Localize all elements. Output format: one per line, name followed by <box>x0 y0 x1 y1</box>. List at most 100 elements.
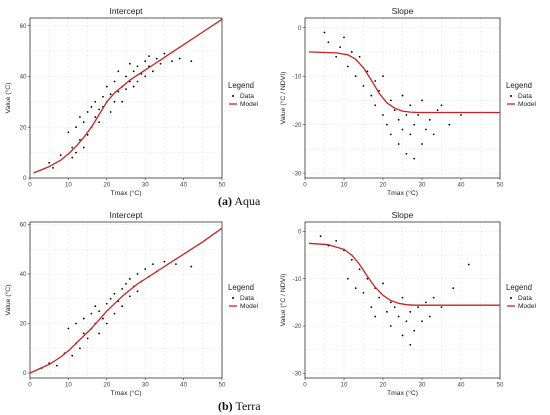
x-tick-label: 20 <box>380 382 387 389</box>
chart-panel-2: Intercept 0 10 20 30 40 50 0 20 40 60 Tmax (°C) Valu… <box>4 210 258 397</box>
data-point <box>125 88 127 91</box>
data-point <box>413 123 416 126</box>
x-axis-label: Tmax (°C) <box>110 389 141 397</box>
data-point <box>386 310 388 313</box>
data-point <box>393 306 396 308</box>
y-tick-label: -30 <box>293 370 303 377</box>
x-tick-label: 40 <box>458 382 465 389</box>
data-point <box>79 347 81 350</box>
data-point <box>136 80 139 83</box>
data-point <box>409 344 412 346</box>
chart-panel-1: Slope 0 10 20 30 40 50 0 -10 -20 -30 Tmax (°C) Value… <box>279 6 536 197</box>
x-tick-label: 50 <box>497 182 504 189</box>
data-point <box>374 104 377 107</box>
x-tick-label: 40 <box>458 182 465 189</box>
data-point <box>343 36 345 39</box>
chart-title: Slope <box>392 210 414 220</box>
data-point <box>448 123 451 126</box>
data-point <box>428 315 431 318</box>
x-tick-label: 10 <box>65 182 72 189</box>
data-point <box>382 75 384 78</box>
chart-panel-3: Slope 0 10 20 30 40 50 0 -10 -20 -30 Tmax (°C) Value… <box>279 210 536 397</box>
y-tick-label: -20 <box>293 122 303 129</box>
data-point <box>397 143 400 145</box>
caption-terra: (b) Terra <box>218 399 261 413</box>
x-tick-label: 30 <box>142 182 149 189</box>
data-point <box>136 273 139 275</box>
data-point <box>163 260 166 263</box>
y-tick-label: -10 <box>293 276 303 283</box>
data-point <box>94 116 97 118</box>
data-point <box>362 292 365 294</box>
data-point <box>417 114 419 116</box>
data-point <box>109 93 112 96</box>
data-point <box>460 114 462 116</box>
x-tick-label: 40 <box>180 182 187 189</box>
data-point <box>401 128 404 131</box>
data-point <box>401 334 404 337</box>
data-point <box>59 154 62 157</box>
data-point <box>389 133 392 136</box>
model-line <box>308 51 500 114</box>
data-point <box>190 265 193 268</box>
data-point <box>374 315 377 318</box>
data-point <box>125 75 127 78</box>
data-point <box>366 277 369 280</box>
data-point <box>82 332 85 335</box>
data-point <box>102 317 104 320</box>
data-point <box>401 94 404 97</box>
chart-title: Slope <box>392 6 414 16</box>
legend-data-symbol <box>232 297 234 299</box>
data-point <box>347 65 349 68</box>
data-point <box>98 310 101 313</box>
y-tick-label: 0 <box>23 370 27 377</box>
data-point <box>335 55 338 58</box>
data-point <box>350 258 353 261</box>
caption-aqua-text: Aqua <box>232 194 261 208</box>
data-point <box>109 111 112 113</box>
data-point <box>90 105 93 108</box>
data-point <box>428 118 431 121</box>
data-point <box>82 121 85 124</box>
x-tick-label: 50 <box>219 382 226 389</box>
data-point <box>105 322 108 325</box>
data-point <box>105 302 108 305</box>
x-tick-label: 30 <box>419 382 426 389</box>
data-point <box>339 46 341 48</box>
data-point <box>397 315 400 318</box>
data-point <box>405 320 408 323</box>
data-point <box>425 128 427 131</box>
data-point <box>163 52 166 55</box>
panel-border <box>304 221 501 379</box>
data-point <box>405 114 408 116</box>
data-point <box>374 80 377 82</box>
data-point <box>362 84 365 87</box>
data-point <box>71 146 74 149</box>
data-point <box>128 295 131 298</box>
data-point <box>121 100 124 103</box>
data-point <box>175 263 177 265</box>
data-point <box>132 85 135 88</box>
x-tick-label: 10 <box>341 182 348 189</box>
data-point <box>366 70 369 73</box>
legend-entry-label: Data <box>518 295 532 302</box>
y-tick-label: -20 <box>293 323 303 330</box>
data-point <box>389 325 392 327</box>
data-point <box>79 139 81 141</box>
data-point <box>79 116 81 118</box>
x-tick-label: 10 <box>65 382 72 389</box>
legend-title: Legend <box>506 283 532 292</box>
y-tick-label: 0 <box>298 25 302 32</box>
legend-entry-label: Data <box>518 93 532 100</box>
data-point <box>378 296 380 299</box>
data-point <box>327 41 330 44</box>
data-point <box>178 57 181 60</box>
caption-terra-label: (b) <box>218 399 233 413</box>
data-point <box>432 133 435 136</box>
legend-title: Legend <box>228 283 254 292</box>
legend-entry-label: Model <box>518 303 536 310</box>
data-point <box>413 329 416 332</box>
data-point <box>132 70 135 73</box>
data-point <box>397 118 400 121</box>
legend-data-symbol <box>510 297 512 299</box>
